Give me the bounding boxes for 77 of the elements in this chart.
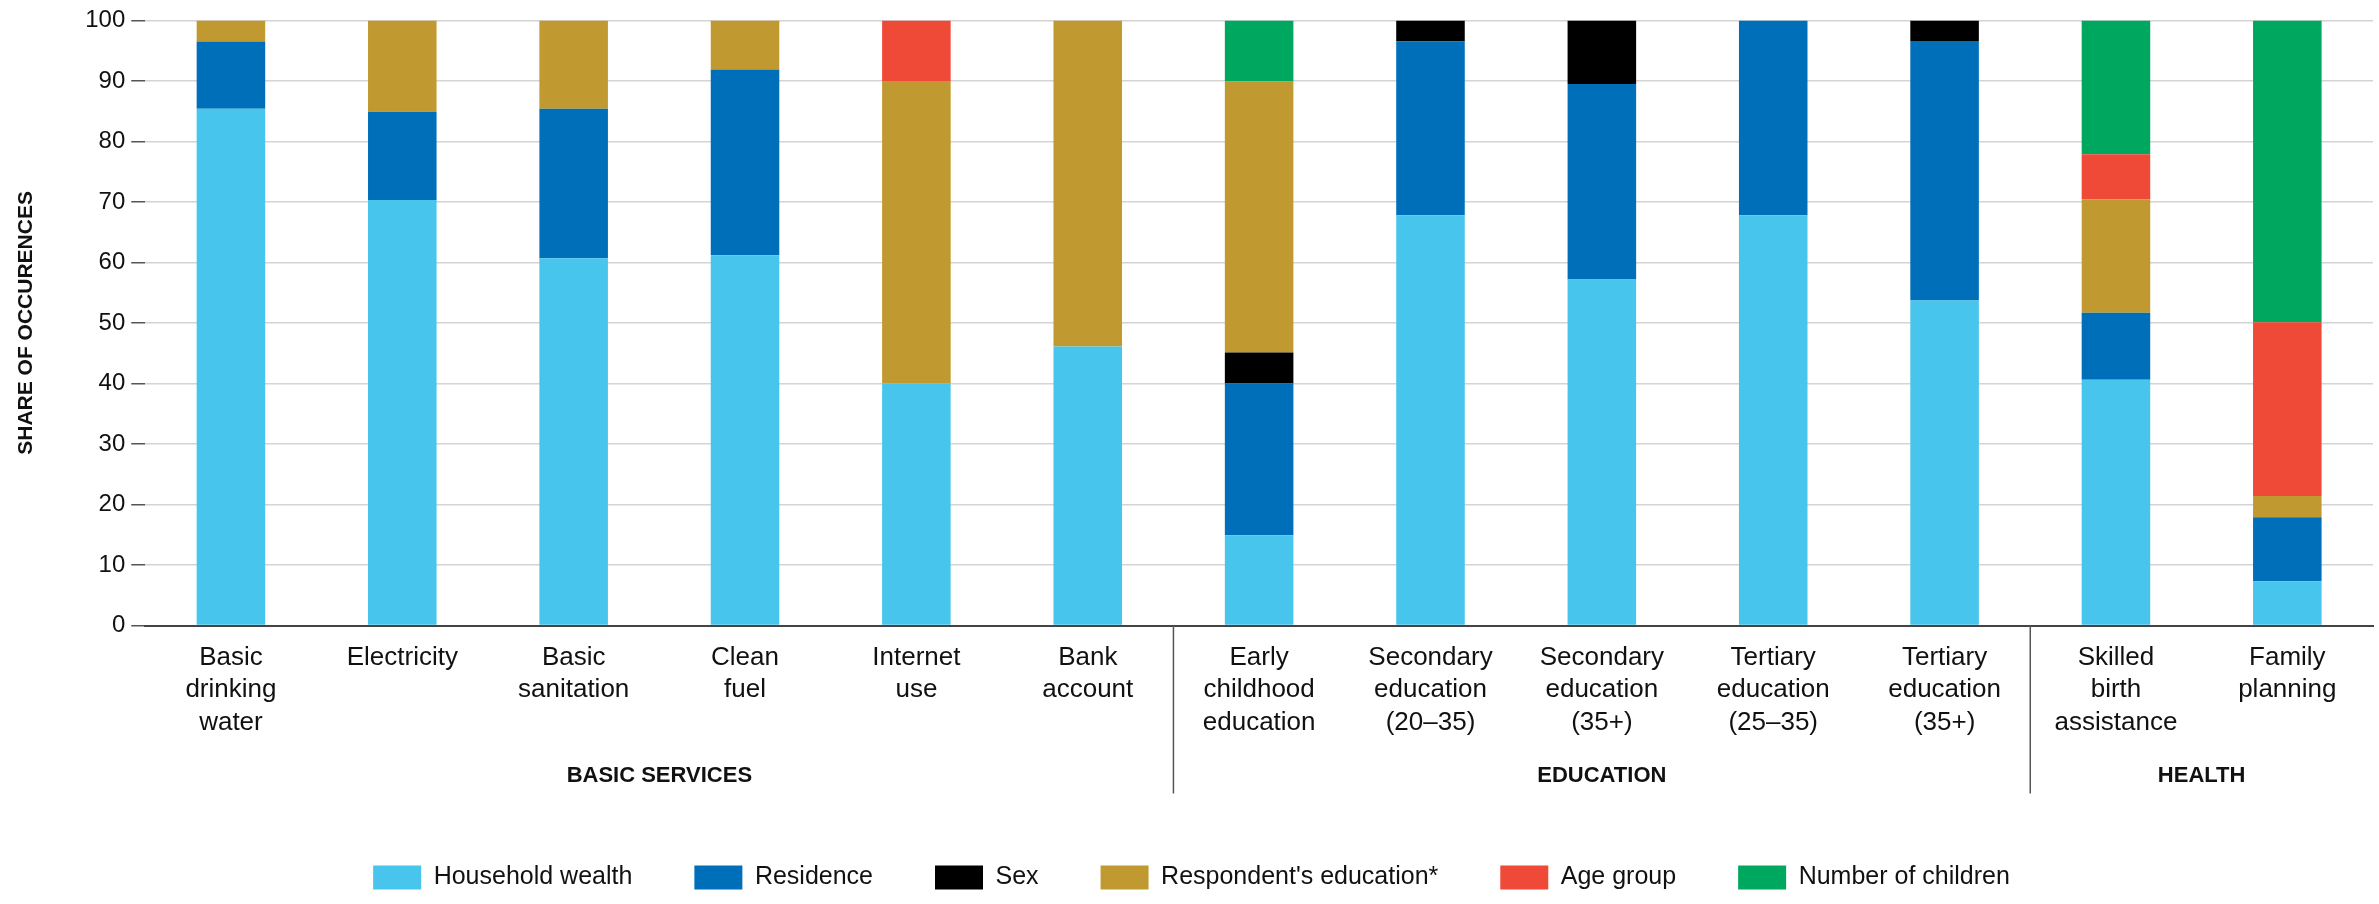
bar bbox=[2081, 20, 2151, 155]
x-tick-label: Skilled birth assistance bbox=[2054, 640, 2178, 736]
y-tick-label: 20 bbox=[98, 489, 126, 517]
x-tick-label: Clean fuel bbox=[711, 640, 779, 704]
y-tick-label: 10 bbox=[98, 549, 126, 577]
bar bbox=[1567, 20, 1637, 84]
y-tick-label: 60 bbox=[98, 247, 126, 275]
text: BASIC SERVICES bbox=[566, 761, 753, 787]
bar bbox=[368, 200, 437, 625]
y-tick-label: 0 bbox=[111, 610, 126, 638]
bar bbox=[539, 108, 608, 259]
legend-label: Residence bbox=[754, 861, 874, 890]
x-tick-label: Tertiary education (25–35) bbox=[1716, 640, 1830, 736]
bar bbox=[1224, 535, 1294, 625]
legend-label: Age group bbox=[1560, 861, 1677, 890]
x-tick-label: Secondary education (20–35) bbox=[1368, 640, 1493, 736]
x-tick-label: Basic sanitation bbox=[518, 640, 630, 704]
bar bbox=[1910, 300, 1979, 625]
bar bbox=[1738, 20, 1808, 216]
bar bbox=[2253, 496, 2322, 518]
bar bbox=[539, 20, 608, 109]
bar bbox=[2081, 199, 2151, 313]
y-axis-title: SHARE OF OCCURENCES bbox=[13, 191, 37, 455]
x-tick-label: Bank account bbox=[1042, 640, 1135, 704]
bar bbox=[2253, 517, 2322, 582]
bar bbox=[2081, 312, 2151, 380]
bar bbox=[2253, 20, 2322, 323]
y-tick-label: 50 bbox=[98, 307, 126, 335]
bar bbox=[196, 108, 266, 625]
bar bbox=[1396, 41, 1465, 216]
legend-label: Sex bbox=[995, 861, 1040, 890]
legend-label: Number of children bbox=[1798, 861, 2010, 890]
bar bbox=[368, 111, 437, 201]
y-tick-label: 30 bbox=[98, 428, 126, 456]
bar bbox=[882, 20, 951, 81]
bar bbox=[368, 20, 437, 112]
x-tick-label: Early childhood education bbox=[1202, 640, 1316, 736]
bar bbox=[2081, 379, 2151, 625]
bar bbox=[1224, 352, 1294, 384]
bar bbox=[2253, 581, 2322, 625]
y-tick-label: 100 bbox=[85, 5, 126, 33]
x-tick-label: Internet use bbox=[872, 640, 962, 704]
bar bbox=[710, 20, 780, 70]
bar bbox=[1396, 215, 1465, 625]
bar bbox=[1224, 81, 1294, 353]
bar bbox=[1053, 20, 1123, 347]
bar bbox=[1053, 346, 1123, 625]
text: HEALTH bbox=[2157, 761, 2246, 787]
x-tick-label: Electricity bbox=[346, 640, 458, 671]
y-tick-label: 40 bbox=[98, 368, 126, 396]
bar bbox=[2253, 322, 2322, 497]
bar bbox=[1396, 20, 1465, 42]
y-tick-label: 80 bbox=[98, 126, 126, 154]
bar bbox=[1567, 279, 1637, 625]
legend-label: Respondent's education* bbox=[1161, 861, 1439, 890]
y-tick-label: 90 bbox=[98, 65, 126, 93]
bar bbox=[1224, 383, 1294, 536]
x-tick-label: Basic drinking water bbox=[185, 640, 277, 736]
y-tick-label: 70 bbox=[98, 186, 126, 214]
bar bbox=[882, 383, 951, 625]
bar bbox=[1738, 215, 1808, 625]
x-tick-label: Tertiary education (35+) bbox=[1888, 640, 2001, 736]
bar bbox=[196, 20, 266, 42]
text: EDUCATION bbox=[1537, 761, 1667, 787]
bar bbox=[882, 80, 951, 384]
bar bbox=[710, 255, 780, 625]
bar bbox=[1910, 40, 1979, 301]
bar bbox=[196, 41, 266, 109]
x-tick-label: Secondary education (35+) bbox=[1539, 640, 1665, 736]
bar bbox=[2081, 154, 2151, 200]
bar bbox=[1567, 83, 1637, 280]
x-tick-label: Family planning bbox=[2238, 640, 2337, 704]
bar bbox=[1224, 20, 1294, 82]
bar bbox=[710, 69, 780, 256]
bar bbox=[539, 258, 608, 625]
legend-label: Household wealth bbox=[433, 861, 633, 890]
bar bbox=[1910, 20, 1979, 41]
